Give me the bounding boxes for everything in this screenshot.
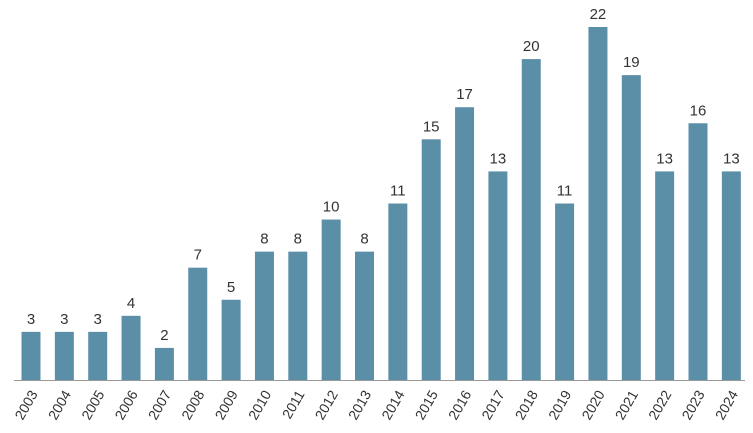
- bar-2007: [154, 347, 174, 380]
- x-tick-label: 2012: [312, 387, 342, 422]
- bar-value-label: 3: [27, 311, 35, 328]
- bar-2023: [688, 123, 708, 381]
- x-tick-label: 2016: [445, 387, 475, 422]
- x-tick-label: 2020: [578, 387, 608, 422]
- x-tick-label: 2008: [178, 387, 208, 422]
- bar-2008: [188, 267, 208, 380]
- bar-value-label: 22: [590, 6, 607, 23]
- bar-value-label: 13: [656, 150, 673, 167]
- bar-2024: [721, 171, 741, 380]
- bar-2010: [254, 251, 274, 380]
- bar-2014: [388, 203, 408, 380]
- bar-2011: [288, 251, 308, 380]
- bar-value-label: 13: [490, 150, 507, 167]
- bar-2020: [588, 27, 608, 380]
- x-tick-label: 2006: [111, 387, 141, 422]
- bar-value-label: 11: [557, 183, 573, 200]
- bar-value-label: 2: [160, 327, 168, 344]
- x-tick-label: 2021: [612, 387, 642, 422]
- x-tick-label: 2005: [78, 387, 108, 422]
- bar-value-label: 8: [260, 231, 268, 248]
- bars-group: [21, 27, 741, 381]
- x-tick-label: 2004: [45, 387, 75, 422]
- x-tick-label: 2014: [378, 387, 408, 422]
- x-tick-label: 2023: [678, 387, 708, 422]
- bar-value-label: 8: [294, 231, 302, 248]
- bar-value-label: 4: [127, 295, 135, 312]
- bar-2021: [621, 75, 641, 380]
- bar-2005: [88, 331, 108, 380]
- x-tick-label: 2007: [145, 387, 175, 422]
- bar-value-label: 16: [690, 102, 707, 119]
- bar-value-label: 20: [523, 38, 540, 55]
- x-tick-label: 2010: [245, 387, 275, 422]
- bar-2004: [54, 331, 74, 380]
- bar-value-label: 8: [360, 231, 368, 248]
- bar-2015: [421, 139, 441, 380]
- bar-2018: [521, 59, 541, 381]
- x-tick-label: 2022: [645, 387, 675, 422]
- bar-2019: [555, 203, 575, 380]
- x-tick-label: 2011: [279, 387, 308, 421]
- bar-2017: [488, 171, 508, 380]
- bar-value-label: 15: [423, 118, 440, 135]
- x-tick-label: 2013: [345, 387, 375, 422]
- bar-value-label: 19: [623, 54, 640, 71]
- x-tick-label: 2024: [712, 387, 742, 422]
- bar-value-label: 7: [194, 247, 202, 264]
- value-labels-group: 3 3 3 4 2 7 5 8 8 10 8 11 15 17 13 20 11 22 19 13 16 13: [27, 6, 740, 344]
- bar-value-label: 5: [227, 279, 235, 296]
- bar-value-label: 10: [323, 199, 340, 216]
- x-tick-label: 2017: [478, 387, 508, 422]
- x-tick-label: 2018: [512, 387, 542, 422]
- bar-value-label: 3: [60, 311, 68, 328]
- bar-2016: [455, 107, 475, 380]
- bar-value-label: 3: [94, 311, 102, 328]
- bar-value-label: 17: [456, 86, 473, 103]
- bar-2013: [355, 251, 374, 380]
- x-tick-labels-group: 2003 2004 2005 2006 2007 2008 2009 2010 2011 2012…: [11, 387, 741, 422]
- x-tick-label: 2019: [545, 387, 575, 422]
- bar-2009: [221, 299, 241, 380]
- bar-value-label: 11: [390, 183, 406, 200]
- x-tick-label: 2003: [11, 387, 41, 422]
- bar-2003: [21, 331, 41, 380]
- x-tick-label: 2015: [412, 387, 442, 422]
- bar-2006: [121, 315, 141, 380]
- bar-value-label: 13: [723, 150, 740, 167]
- x-tick-label: 2009: [211, 387, 241, 422]
- bar-2012: [321, 219, 341, 380]
- bar-2022: [655, 171, 675, 380]
